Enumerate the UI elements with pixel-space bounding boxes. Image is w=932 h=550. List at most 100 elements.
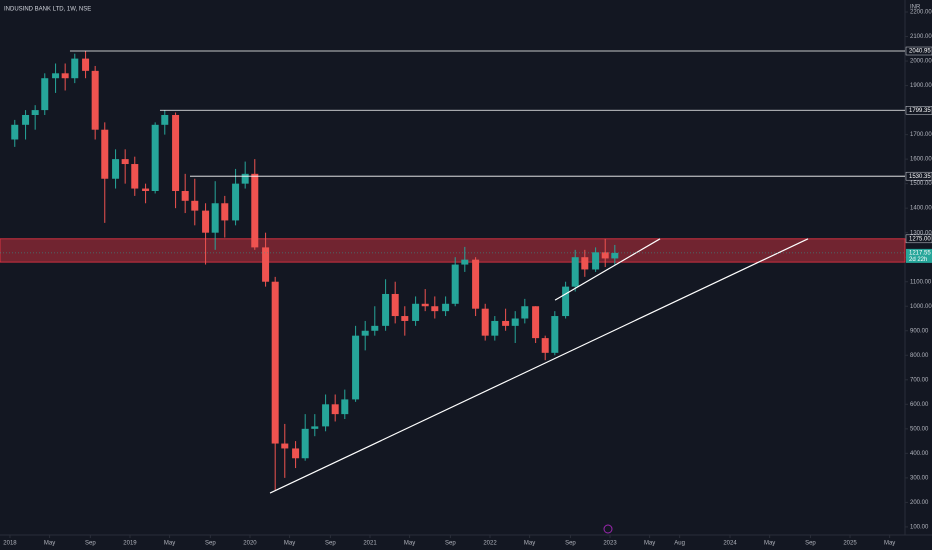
candle-body (191, 200, 199, 211)
candle-body (421, 303, 429, 307)
candle-body (532, 306, 540, 339)
y-tick-label: 1700.00 (910, 132, 932, 138)
candle-body (461, 259, 469, 265)
candle-body (61, 73, 69, 79)
countdown-label: 2d 22h (909, 257, 927, 263)
candle-body (521, 306, 529, 319)
x-tick-label: Sep (565, 541, 576, 547)
candle-body (91, 70, 99, 130)
y-tick-label: 300.00 (910, 475, 929, 481)
x-tick-label: Sep (85, 541, 96, 547)
y-tick-label: 200.00 (910, 500, 929, 506)
candle-body (262, 247, 270, 282)
candle-body (551, 316, 559, 353)
currency-label: INR (910, 5, 921, 11)
x-tick-label: May (44, 541, 55, 547)
candle-body (52, 73, 60, 79)
level-label-box (905, 46, 932, 56)
resistance-zone (0, 238, 906, 263)
x-tick-label: Sep (445, 541, 456, 547)
event-icon[interactable] (603, 524, 613, 534)
x-tick-label: May (404, 541, 415, 547)
y-tick-label: 1400.00 (910, 206, 932, 212)
y-tick-label: 700.00 (910, 377, 929, 383)
x-tick-label: May (764, 541, 775, 547)
candle-body (112, 159, 120, 179)
x-tick-label: 2020 (243, 541, 257, 547)
candle-body (371, 325, 379, 331)
last-price-label: 1217.55 (909, 250, 931, 256)
candle-body (391, 293, 399, 317)
trendline (554, 238, 661, 301)
candle-body (472, 259, 480, 309)
candle-body (341, 399, 349, 415)
y-tick-label: 2200.00 (910, 10, 932, 16)
candle-body (71, 58, 79, 79)
candle-body (211, 203, 219, 233)
x-tick-label: Sep (325, 541, 336, 547)
candle-body (511, 318, 519, 326)
candle-body (301, 428, 309, 459)
x-tick-label: May (164, 541, 175, 547)
level-label: 2040.95 (909, 49, 931, 55)
x-tick-label: May (284, 541, 295, 547)
y-tick-label: 2000.00 (910, 59, 932, 65)
candle-body (401, 316, 409, 321)
zone-label-box (905, 234, 932, 244)
chart-title: INDUSIND BANK LTD, 1W, NSE (4, 7, 91, 13)
candle-body (382, 293, 390, 326)
x-tick-label: May (644, 541, 655, 547)
y-tick-label: 500.00 (910, 426, 929, 432)
x-tick-label: Sep (805, 541, 816, 547)
x-tick-label: 2018 (3, 541, 17, 547)
candle-body (431, 306, 439, 312)
x-tick-label: 2022 (483, 541, 497, 547)
x-tick-label: 2023 (603, 541, 617, 547)
candle-body (601, 252, 609, 259)
candle-body (361, 330, 369, 336)
candle-body (172, 114, 180, 192)
x-tick-label: May (884, 541, 895, 547)
candle-body (271, 281, 279, 444)
last-price-box (906, 248, 932, 263)
candle-body (412, 303, 420, 321)
level-label-box (905, 105, 932, 115)
candle-body (442, 303, 450, 312)
candle-body (202, 210, 210, 233)
x-tick-label: 2025 (843, 541, 857, 547)
y-tick-label: 100.00 (910, 524, 929, 530)
candle-body (502, 320, 510, 326)
candle-body (251, 173, 259, 248)
candle-body (161, 114, 169, 125)
zone-label: 1275.00 (909, 236, 931, 242)
candle-body (311, 426, 319, 429)
candle-body (241, 173, 249, 184)
candle-body (481, 308, 489, 336)
y-tick-label: 1500.00 (910, 181, 932, 187)
y-tick-label: 1900.00 (910, 83, 932, 89)
y-tick-label: 400.00 (910, 451, 929, 457)
candle-body (41, 78, 49, 111)
candle-body (151, 124, 159, 192)
candle-body (491, 320, 499, 336)
candle-body (541, 338, 549, 353)
candle-body (281, 443, 289, 449)
y-tick-label: 600.00 (910, 402, 929, 408)
candle-body (31, 110, 39, 115)
y-tick-label: 800.00 (910, 353, 929, 359)
candle-body (592, 252, 600, 270)
candle-body (131, 164, 139, 189)
candle-body (181, 191, 189, 201)
x-tick-label: May (524, 541, 535, 547)
level-label-box (905, 171, 932, 181)
candle-body (331, 404, 339, 415)
x-tick-label: 2021 (363, 541, 377, 547)
candle-body (352, 335, 360, 400)
candle-body (292, 448, 300, 459)
y-tick-label: 2100.00 (910, 34, 932, 40)
level-label: 1799.35 (909, 108, 931, 114)
level-label: 1530.35 (909, 174, 931, 180)
trendline (269, 238, 809, 494)
x-tick-label: 2024 (723, 541, 737, 547)
